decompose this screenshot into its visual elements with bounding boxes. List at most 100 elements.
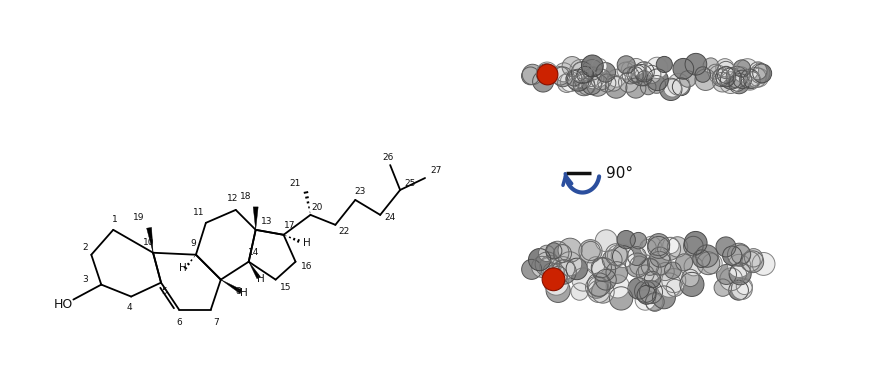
Circle shape bbox=[652, 286, 674, 309]
Circle shape bbox=[553, 244, 571, 262]
Circle shape bbox=[578, 240, 601, 263]
Circle shape bbox=[715, 67, 735, 87]
Circle shape bbox=[590, 69, 611, 90]
Text: 6: 6 bbox=[176, 318, 182, 327]
Circle shape bbox=[611, 244, 634, 268]
Circle shape bbox=[636, 71, 651, 86]
Circle shape bbox=[627, 59, 644, 75]
Circle shape bbox=[748, 62, 766, 80]
Circle shape bbox=[634, 62, 653, 82]
Circle shape bbox=[715, 237, 735, 257]
Circle shape bbox=[521, 259, 541, 279]
Text: 2: 2 bbox=[83, 243, 88, 252]
Circle shape bbox=[580, 66, 600, 86]
Circle shape bbox=[587, 257, 604, 274]
Circle shape bbox=[628, 65, 646, 82]
Circle shape bbox=[728, 73, 748, 94]
Circle shape bbox=[536, 62, 557, 83]
Circle shape bbox=[634, 281, 655, 302]
Circle shape bbox=[661, 269, 685, 292]
Circle shape bbox=[578, 78, 594, 95]
Circle shape bbox=[616, 62, 634, 79]
Circle shape bbox=[644, 271, 660, 288]
Circle shape bbox=[683, 231, 706, 254]
Circle shape bbox=[667, 74, 689, 95]
Circle shape bbox=[521, 64, 542, 85]
Circle shape bbox=[581, 75, 600, 95]
Circle shape bbox=[716, 61, 733, 79]
Circle shape bbox=[594, 230, 616, 252]
Circle shape bbox=[591, 258, 615, 281]
Circle shape bbox=[569, 59, 591, 82]
Text: 16: 16 bbox=[301, 262, 312, 271]
Circle shape bbox=[609, 287, 632, 310]
Circle shape bbox=[733, 67, 748, 82]
Circle shape bbox=[566, 258, 587, 280]
Text: H: H bbox=[256, 274, 264, 284]
Circle shape bbox=[612, 246, 634, 268]
Circle shape bbox=[662, 237, 678, 254]
Circle shape bbox=[543, 271, 567, 295]
Circle shape bbox=[684, 53, 706, 75]
Circle shape bbox=[538, 245, 554, 262]
Circle shape bbox=[736, 59, 758, 81]
Circle shape bbox=[679, 272, 703, 296]
Text: 8: 8 bbox=[235, 287, 242, 296]
Circle shape bbox=[605, 76, 627, 98]
Circle shape bbox=[719, 72, 740, 94]
Circle shape bbox=[620, 61, 636, 76]
Polygon shape bbox=[253, 207, 258, 230]
Circle shape bbox=[728, 263, 750, 285]
Text: 1: 1 bbox=[112, 215, 118, 224]
Text: 26: 26 bbox=[382, 153, 394, 162]
Circle shape bbox=[560, 72, 580, 92]
Circle shape bbox=[726, 243, 750, 266]
Circle shape bbox=[642, 66, 660, 83]
Circle shape bbox=[692, 250, 710, 268]
Text: 7: 7 bbox=[213, 318, 218, 327]
Circle shape bbox=[571, 61, 593, 83]
Circle shape bbox=[649, 247, 669, 267]
Circle shape bbox=[663, 79, 680, 97]
Circle shape bbox=[587, 273, 610, 296]
Circle shape bbox=[726, 254, 750, 277]
Text: 9: 9 bbox=[189, 239, 196, 248]
Circle shape bbox=[538, 258, 558, 278]
Circle shape bbox=[580, 55, 602, 77]
Circle shape bbox=[746, 67, 766, 87]
Circle shape bbox=[675, 254, 692, 271]
Circle shape bbox=[606, 262, 627, 283]
Circle shape bbox=[722, 246, 741, 265]
Circle shape bbox=[565, 70, 584, 89]
Circle shape bbox=[594, 269, 615, 290]
Circle shape bbox=[735, 278, 752, 295]
Text: 18: 18 bbox=[240, 193, 251, 201]
Text: 3: 3 bbox=[83, 275, 88, 284]
Circle shape bbox=[647, 251, 670, 275]
Text: 4: 4 bbox=[126, 303, 132, 312]
Text: 12: 12 bbox=[227, 194, 238, 203]
Circle shape bbox=[587, 277, 608, 297]
Circle shape bbox=[659, 78, 681, 101]
Circle shape bbox=[605, 75, 621, 91]
Circle shape bbox=[683, 257, 702, 276]
Circle shape bbox=[625, 253, 649, 277]
Circle shape bbox=[695, 245, 717, 267]
Circle shape bbox=[672, 59, 693, 79]
Text: 24: 24 bbox=[384, 213, 395, 223]
Text: 11: 11 bbox=[193, 208, 204, 217]
Circle shape bbox=[645, 294, 662, 310]
Circle shape bbox=[595, 63, 614, 82]
Circle shape bbox=[551, 260, 575, 284]
Circle shape bbox=[616, 56, 634, 74]
Circle shape bbox=[728, 265, 746, 283]
Circle shape bbox=[728, 280, 747, 300]
Circle shape bbox=[641, 236, 660, 256]
Circle shape bbox=[581, 60, 602, 80]
Circle shape bbox=[557, 238, 581, 262]
Circle shape bbox=[708, 65, 727, 84]
Circle shape bbox=[627, 67, 643, 83]
Text: 19: 19 bbox=[133, 213, 145, 223]
Circle shape bbox=[696, 252, 719, 274]
Polygon shape bbox=[147, 227, 153, 253]
